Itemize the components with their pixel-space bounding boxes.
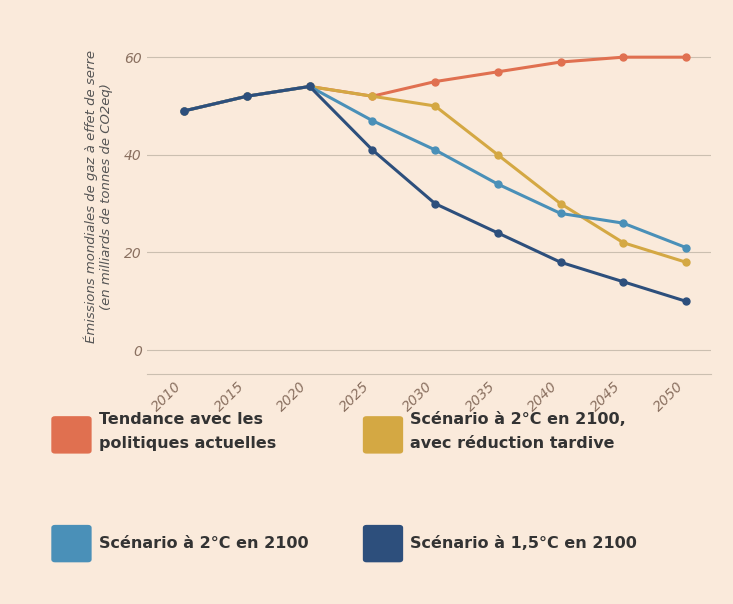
Text: Scénario à 1,5°C en 2100: Scénario à 1,5°C en 2100	[410, 536, 638, 551]
Text: Tendance avec les: Tendance avec les	[99, 413, 263, 427]
Text: politiques actuelles: politiques actuelles	[99, 437, 276, 451]
Y-axis label: Émissions mondiales de gaz à effet de serre
(en milliards de tonnes de CO2eq): Émissions mondiales de gaz à effet de se…	[84, 50, 113, 343]
Text: Scénario à 2°C en 2100: Scénario à 2°C en 2100	[99, 536, 309, 551]
Text: Scénario à 2°C en 2100,: Scénario à 2°C en 2100,	[410, 413, 626, 427]
Text: avec réduction tardive: avec réduction tardive	[410, 437, 615, 451]
